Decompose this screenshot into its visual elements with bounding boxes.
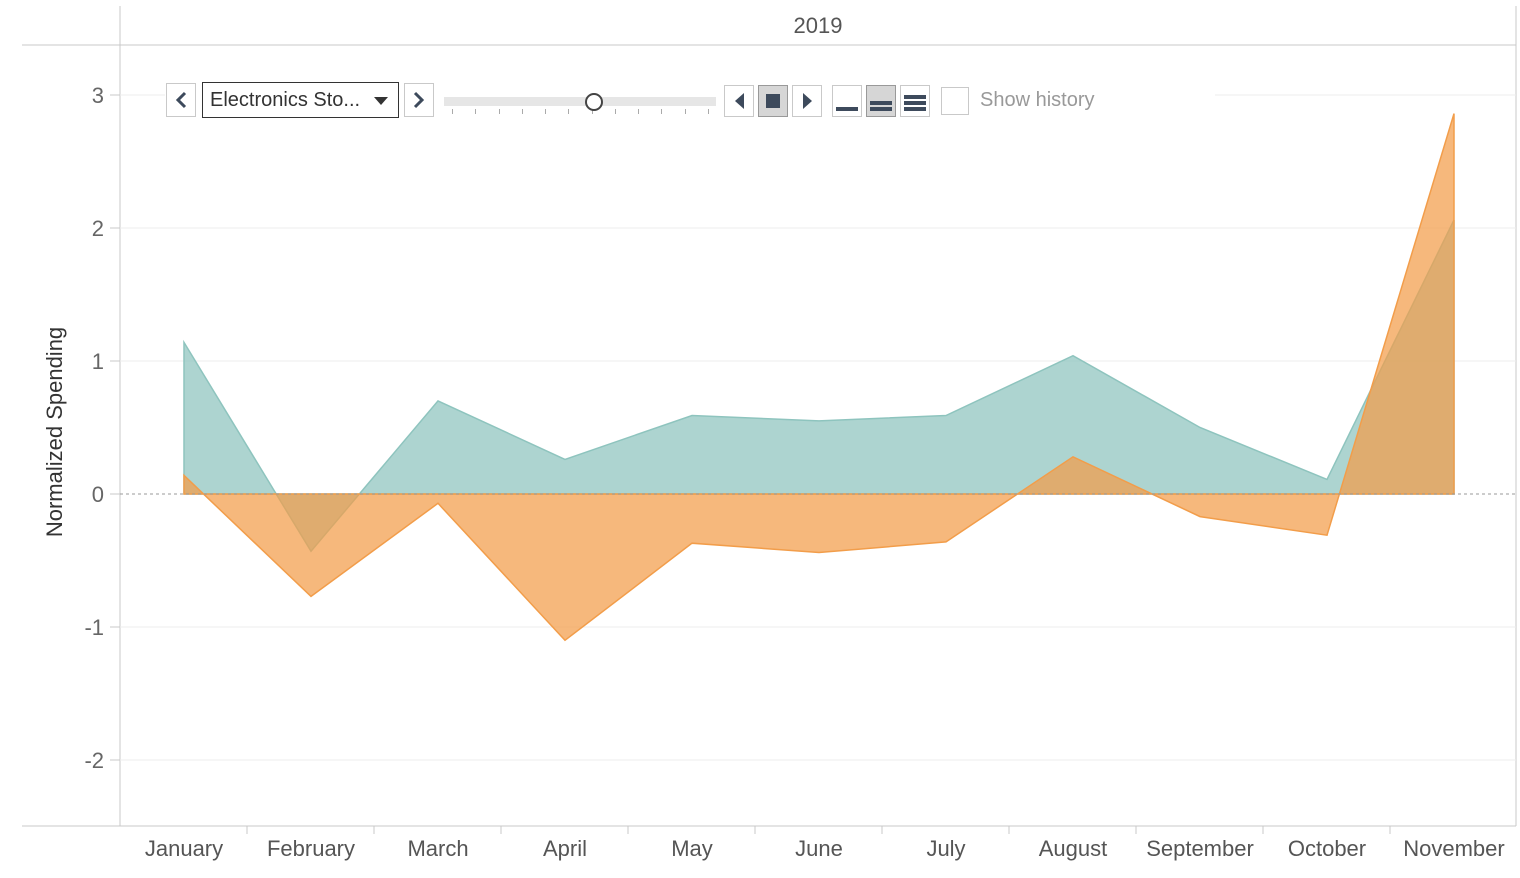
slider-tick [568, 109, 570, 114]
previous-page-button[interactable] [166, 83, 196, 117]
slider-tick [475, 109, 477, 114]
next-page-button[interactable] [404, 83, 434, 117]
chevron-left-icon [175, 91, 187, 109]
x-tick-label: July [926, 836, 965, 861]
x-tick-label: September [1146, 836, 1254, 861]
slider-tick [521, 109, 523, 114]
y-tick-label: 0 [92, 482, 104, 507]
y-tick-label: 1 [92, 349, 104, 374]
slider-thumb[interactable] [584, 93, 603, 111]
page-controls: Electronics Sto... Show history [165, 82, 1215, 120]
slider-tick [452, 109, 453, 114]
x-tick-label: February [267, 836, 355, 861]
trail-large-icon [904, 91, 926, 111]
x-tick-label: June [795, 836, 843, 861]
chevron-right-icon [413, 91, 425, 109]
slider-tick [661, 109, 663, 114]
x-tick-label: January [145, 836, 223, 861]
step-back-icon [734, 93, 744, 109]
slider-tick [638, 109, 640, 114]
stop-icon [766, 94, 780, 108]
y-tick-label: 3 [92, 83, 104, 108]
slider-tick [684, 109, 686, 114]
caret-down-icon [374, 97, 388, 105]
show-history-checkbox[interactable] [941, 87, 969, 115]
slider-tick [614, 109, 616, 114]
trail-small-icon [836, 91, 858, 111]
x-tick-label: August [1039, 836, 1108, 861]
y-tick-label: -2 [84, 748, 104, 773]
page-dropdown[interactable]: Electronics Sto... [202, 82, 399, 118]
y-tick-label: 2 [92, 216, 104, 241]
y-axis-title: Normalized Spending [42, 327, 67, 537]
slider-tick [545, 109, 547, 114]
step-back-button[interactable] [724, 85, 754, 117]
y-tick-label: -1 [84, 615, 104, 640]
x-tick-label: March [407, 836, 468, 861]
slider-tick [591, 109, 593, 114]
dropdown-value: Electronics Sto... [210, 88, 361, 111]
trail-medium-button[interactable] [866, 85, 896, 117]
year-header: 2019 [794, 13, 843, 38]
slider-tick [498, 109, 500, 114]
trail-small-button[interactable] [832, 85, 862, 117]
trail-medium-icon [870, 91, 892, 111]
show-history-label: Show history [980, 89, 1095, 111]
x-tick-label: October [1288, 836, 1366, 861]
step-forward-button[interactable] [792, 85, 822, 117]
slider-tick [708, 109, 709, 114]
slider-track [444, 97, 716, 106]
step-forward-icon [802, 93, 812, 109]
x-tick-label: April [543, 836, 587, 861]
area-series-2 [183, 113, 1455, 642]
x-tick-label: November [1403, 836, 1504, 861]
x-tick-label: May [671, 836, 713, 861]
stop-button[interactable] [758, 85, 788, 117]
trail-large-button[interactable] [900, 85, 930, 117]
page-slider[interactable] [444, 82, 716, 118]
